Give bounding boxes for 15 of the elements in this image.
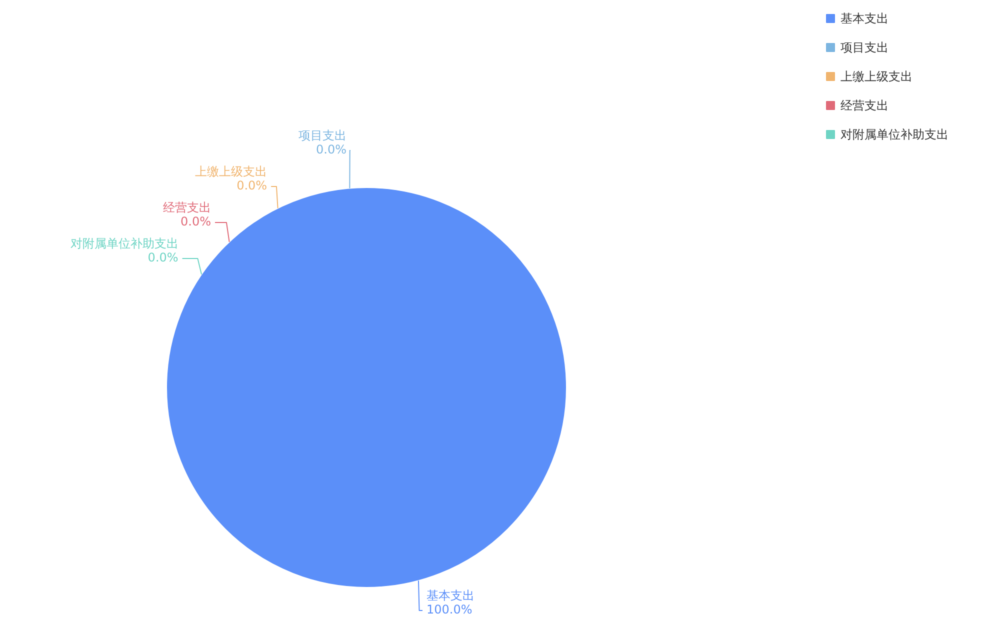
legend-label: 上缴上级支出	[840, 70, 912, 84]
legend-label: 经营支出	[840, 98, 888, 112]
data-label: 100.0%	[426, 602, 472, 616]
text: 0.0%	[180, 214, 211, 228]
text: 0.0%	[316, 142, 347, 156]
legend-label: 基本支出	[840, 12, 888, 26]
category-label: 项目支出	[298, 128, 346, 142]
category-label: 经营支出	[162, 200, 211, 214]
category-label: 上缴上级支出	[195, 164, 268, 178]
category-label: 对附属单位补助支出	[70, 236, 178, 250]
legend-label: 对附属单位补助支出	[840, 128, 948, 142]
slice-label: 基本支出	[426, 588, 474, 602]
text: 0.0%	[236, 178, 268, 192]
text: 0.0%	[148, 250, 178, 264]
legend-label: 项目支出	[840, 40, 888, 54]
